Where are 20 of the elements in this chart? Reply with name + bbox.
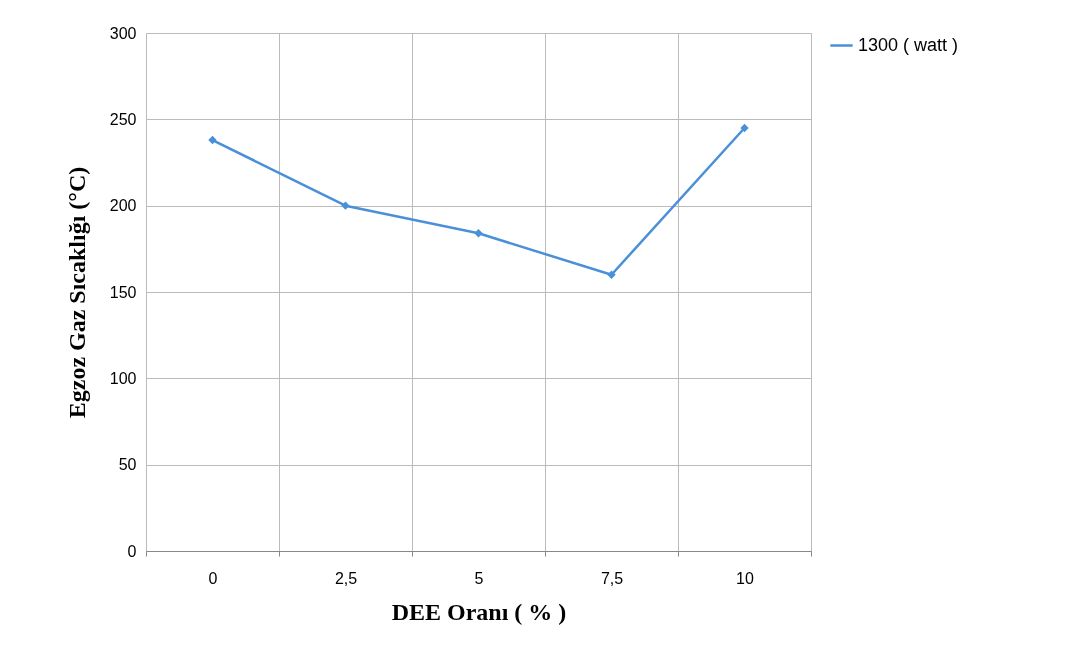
legend-label: 1300 ( watt ) [858, 34, 959, 55]
y-tick-label: 0 [127, 542, 137, 560]
point [208, 135, 217, 145]
x-tick-label: 2,5 [334, 569, 358, 587]
point [474, 229, 483, 238]
y-tick-label: 150 [109, 283, 137, 301]
point [607, 270, 616, 279]
x-tick-label: 7,5 [600, 569, 624, 587]
x-tick-label: 10 [736, 569, 754, 587]
y-axis-title: Egzoz Gaz Sıcaklığı (°C) [63, 166, 90, 419]
y-tick-label: 50 [118, 456, 137, 474]
x-tick-label: 0 [208, 569, 218, 587]
point [740, 123, 749, 133]
y-tick-label: 300 [109, 24, 137, 42]
point [341, 201, 350, 210]
y-tick-label: 200 [109, 197, 137, 215]
y-tick-label: 100 [109, 369, 137, 387]
y-tick-label: 250 [109, 110, 137, 128]
x-tick-label: 5 [474, 569, 484, 587]
x-axis-title: DEE Oranı ( % ) [391, 598, 567, 625]
